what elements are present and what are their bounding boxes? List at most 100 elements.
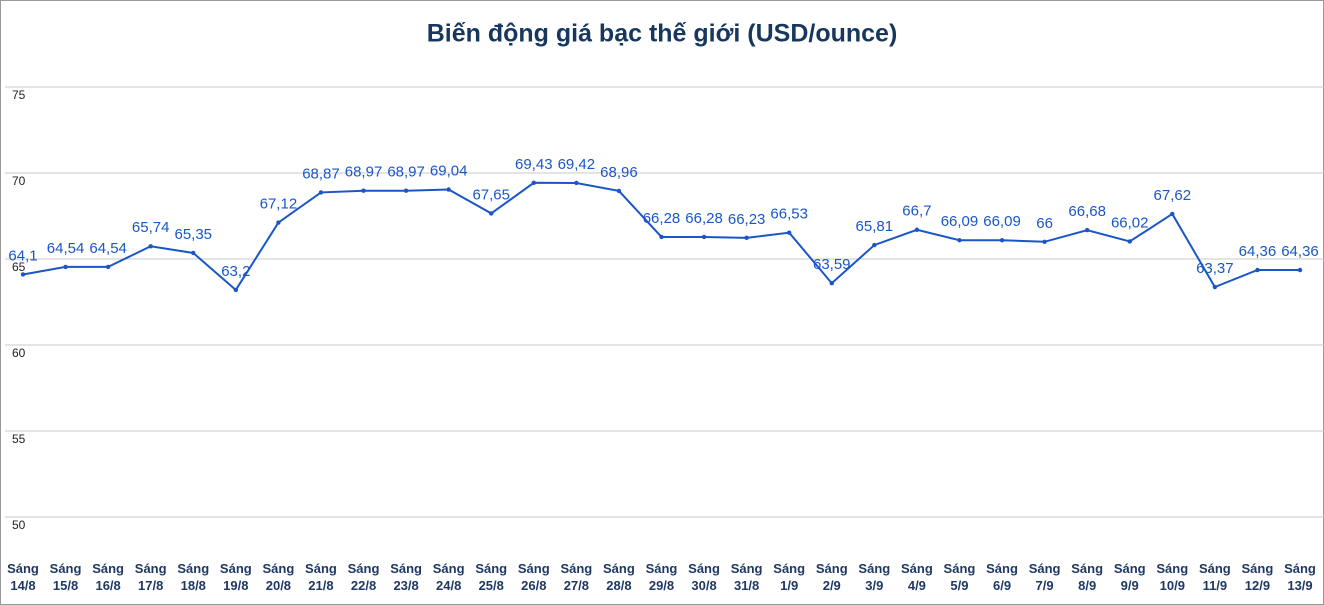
x-tick-label: Sáng 9/9 [1113, 561, 1146, 593]
data-point [744, 235, 749, 241]
data-point [1170, 211, 1175, 217]
data-point [914, 227, 920, 232]
x-tick-label: Sáng 27/8 [560, 561, 593, 593]
data-point [446, 187, 451, 192]
data-point [999, 238, 1005, 243]
x-tick-label: Sáng 4/9 [900, 561, 933, 593]
x-tick-label: Sáng 7/9 [1028, 561, 1061, 593]
x-tick-label: Sáng 31/8 [730, 561, 763, 593]
data-point [1212, 284, 1218, 290]
x-tick-label: Sáng 6/9 [986, 561, 1018, 593]
x-tick-label: Sáng 26/8 [517, 561, 550, 593]
y-tick-label: 75 [12, 88, 26, 102]
data-label: 69,42 [558, 156, 596, 173]
data-point [361, 188, 366, 193]
x-tick-label: Sáng 16/8 [92, 561, 125, 593]
data-label: 67,62 [1154, 187, 1192, 204]
data-point [872, 242, 877, 248]
x-tick-label: Sáng 25/8 [475, 561, 508, 593]
y-tick-label: 60 [12, 346, 26, 360]
data-point [233, 287, 239, 293]
data-label: 66,68 [1068, 203, 1106, 220]
data-point [787, 230, 792, 235]
data-label: 66,23 [728, 211, 766, 228]
data-point [1084, 227, 1090, 233]
x-tick-label: Sáng 14/8 [7, 561, 39, 593]
data-point [1297, 267, 1303, 273]
y-tick-label: 65 [12, 260, 26, 274]
x-tick-label: Sáng 11/9 [1198, 561, 1231, 593]
data-point [1042, 239, 1047, 244]
data-point [20, 272, 26, 277]
data-label: 66,28 [643, 210, 681, 227]
x-tick-label: Sáng 19/8 [219, 561, 252, 593]
data-label: 64,54 [47, 240, 85, 257]
data-label: 65,35 [174, 226, 212, 243]
x-tick-label: Sáng 23/8 [390, 561, 422, 593]
data-point [105, 264, 111, 270]
y-tick-label: 55 [12, 432, 26, 446]
chart-title: Biến động giá bạc thế giới (USD/ounce) [427, 20, 898, 48]
x-tick-label: Sáng 28/8 [603, 561, 635, 593]
data-label: 68,87 [302, 165, 340, 182]
data-label: 66,28 [685, 210, 723, 227]
data-label: 68,96 [600, 164, 638, 181]
data-label: 65,81 [856, 218, 894, 235]
data-point [1127, 239, 1132, 244]
data-label: 63,59 [813, 256, 851, 273]
data-label: 68,97 [345, 164, 383, 181]
data-label: 64,36 [1239, 243, 1277, 260]
x-tick-label: Sáng 5/9 [943, 561, 976, 593]
data-label: 64,1 [8, 247, 37, 264]
data-label: 69,04 [430, 162, 468, 179]
x-tick-label: Sáng 22/8 [347, 561, 380, 593]
data-point [276, 220, 281, 225]
data-point [701, 234, 707, 240]
data-label: 64,54 [89, 240, 127, 257]
x-tick-label: Sáng 29/8 [645, 561, 678, 593]
data-label: 68,97 [387, 164, 425, 181]
data-label: 66,02 [1111, 214, 1149, 231]
data-point [148, 244, 153, 249]
data-point [318, 190, 324, 195]
data-point [63, 264, 68, 270]
data-point [659, 234, 664, 240]
x-tick-label: Sáng 3/9 [858, 561, 891, 593]
data-point [957, 238, 962, 243]
x-tick-label: Sáng 1/9 [773, 561, 806, 593]
x-tick-label: Sáng 24/8 [432, 561, 465, 593]
x-tick-label: Sáng 13/9 [1284, 561, 1316, 593]
data-label: 66,7 [902, 203, 931, 220]
data-point [403, 188, 409, 193]
data-label: 66,09 [983, 213, 1021, 230]
data-label: 64,36 [1281, 243, 1319, 260]
data-point [616, 188, 622, 194]
data-label: 66,09 [941, 213, 979, 230]
y-tick-label: 70 [12, 174, 26, 188]
data-label: 65,74 [132, 219, 170, 236]
x-tick-label: Sáng 15/8 [49, 561, 82, 593]
data-point [191, 250, 196, 256]
data-label: 67,12 [260, 196, 298, 213]
y-tick-label: 50 [12, 518, 26, 532]
data-label: 63,2 [221, 263, 250, 280]
x-tick-label: Sáng 20/8 [262, 561, 295, 593]
data-label: 66 [1036, 215, 1053, 232]
x-tick-label: Sáng 8/9 [1071, 561, 1104, 593]
data-point [829, 281, 834, 286]
data-label: 66,53 [770, 206, 808, 223]
data-label: 69,43 [515, 156, 553, 173]
x-tick-label: Sáng 18/8 [177, 561, 210, 593]
x-tick-label: Sáng 2/9 [815, 561, 848, 593]
data-label: 67,65 [472, 186, 510, 203]
data-point [1255, 267, 1260, 273]
data-point [489, 211, 494, 216]
x-tick-label: Sáng 10/9 [1156, 561, 1189, 593]
data-point [531, 180, 536, 186]
data-label: 63,37 [1196, 260, 1234, 277]
x-tick-label: Sáng 17/8 [134, 561, 167, 593]
x-tick-label: Sáng 30/8 [688, 561, 720, 593]
